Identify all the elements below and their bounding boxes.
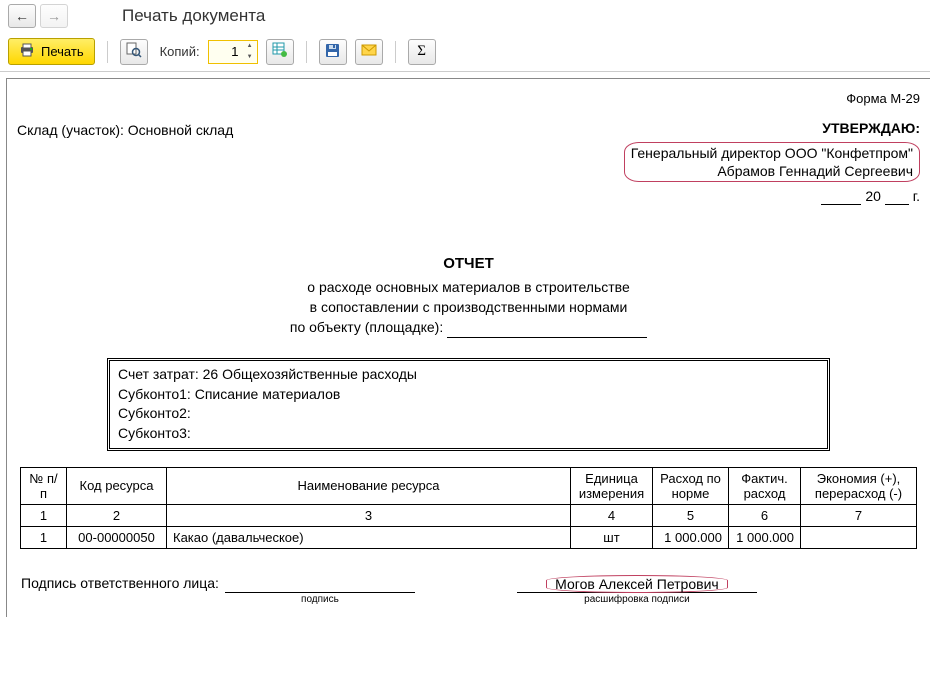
report-sub2: в сопоставлении с производственными норм… [17, 298, 920, 318]
sum-button[interactable]: Σ [408, 39, 436, 65]
cell-name: Какао (давальческое) [167, 526, 571, 548]
approve-block: УТВЕРЖДАЮ: Генеральный директор ООО "Кон… [624, 120, 920, 205]
divider [395, 41, 396, 63]
cost-box: Счет затрат: 26 Общехозяйственные расход… [107, 358, 830, 450]
report-sub1: о расходе основных материалов в строител… [17, 278, 920, 298]
form-number: Форма М-29 [17, 91, 920, 106]
table-colnum-row: 1 2 3 4 5 6 7 [21, 504, 917, 526]
copies-stepper[interactable]: ▲ ▼ [208, 40, 258, 64]
nav-bar: ← → Печать документа [0, 0, 930, 32]
col-fact: Фактич. расход [729, 467, 801, 504]
col-name: Наименование ресурса [167, 467, 571, 504]
cell-norm: 1 000.000 [653, 526, 729, 548]
preview-button[interactable] [120, 39, 148, 65]
col-code: Код ресурса [67, 467, 167, 504]
col-econ: Экономия (+), перерасход (-) [801, 467, 917, 504]
cost-account-value: 26 Общехозяйственные расходы [203, 366, 417, 382]
year-suffix: г. [913, 188, 920, 204]
sub3-label: Субконто3: [118, 425, 191, 441]
approve-person: Абрамов Геннадий Сергеевич [631, 162, 913, 180]
copies-up[interactable]: ▲ [243, 41, 257, 52]
document-area: Форма М-29 Склад (участок): Основной скл… [6, 78, 930, 617]
divider [306, 41, 307, 63]
printer-icon [19, 43, 35, 60]
sub2-label: Субконто2: [118, 405, 191, 421]
warehouse-label: Склад (участок): [17, 122, 124, 138]
sigma-icon: Σ [417, 43, 426, 60]
col-num: № п/п [21, 467, 67, 504]
save-button[interactable] [319, 39, 347, 65]
approve-title: УТВЕРЖДАЮ: [624, 120, 920, 136]
approve-date: 20 г. [624, 188, 920, 205]
copies-label: Копий: [160, 44, 200, 59]
arrow-left-icon: ← [15, 8, 29, 24]
magnifier-icon [126, 42, 142, 61]
cell-num: 1 [21, 526, 67, 548]
signature-row: Подпись ответственного лица: подпись Мог… [21, 575, 916, 605]
arrow-right-icon: → [47, 8, 61, 24]
toolbar: Печать Копий: ▲ ▼ Σ [0, 32, 930, 72]
back-button[interactable]: ← [8, 4, 36, 28]
print-button[interactable]: Печать [8, 38, 95, 65]
cell-econ [801, 526, 917, 548]
report-object-value [447, 318, 647, 339]
signature-person: Могов Алексей Петрович [555, 576, 719, 592]
signature-field: подпись [225, 575, 415, 605]
signature-decode-field: Могов Алексей Петрович расшифровка подпи… [517, 575, 757, 605]
signature-label: Подпись ответственного лица: [21, 575, 219, 591]
signature-person-highlight: Могов Алексей Петрович [546, 575, 728, 593]
signature-caption1: подпись [225, 594, 415, 605]
report-title: ОТЧЕТ [17, 255, 920, 272]
table-header-row: № п/п Код ресурса Наименование ресурса Е… [21, 467, 917, 504]
sub1-label: Субконто1: [118, 386, 191, 402]
warehouse-value: Основной склад [128, 122, 233, 138]
approve-person-highlight: Генеральный директор ООО "Конфетпром" Аб… [624, 142, 920, 182]
page-title: Печать документа [122, 6, 265, 26]
data-table: № п/п Код ресурса Наименование ресурса Е… [20, 467, 917, 549]
email-button[interactable] [355, 39, 383, 65]
print-label: Печать [41, 44, 84, 59]
cell-code: 00-00000050 [67, 526, 167, 548]
cost-account-label: Счет затрат: [118, 366, 199, 382]
sub1-value: Списание материалов [195, 386, 341, 402]
divider [107, 41, 108, 63]
cell-fact: 1 000.000 [729, 526, 801, 548]
col-norm: Расход по норме [653, 467, 729, 504]
forward-button[interactable]: → [40, 4, 68, 28]
report-header: ОТЧЕТ о расходе основных материалов в ст… [17, 255, 920, 338]
warehouse-line: Склад (участок): Основной склад [17, 122, 233, 138]
approve-position: Генеральный директор ООО "Конфетпром" [631, 144, 913, 162]
copies-down[interactable]: ▼ [243, 52, 257, 63]
table-row: 1 00-00000050 Какао (давальческое) шт 1 … [21, 526, 917, 548]
year-prefix: 20 [865, 188, 881, 204]
table-settings-icon [272, 42, 288, 61]
settings-button[interactable] [266, 39, 294, 65]
signature-caption2: расшифровка подписи [517, 594, 757, 605]
col-unit: Единица измерения [571, 467, 653, 504]
envelope-icon [361, 43, 377, 60]
floppy-icon [325, 43, 340, 61]
report-object-label: по объекту (площадке): [290, 319, 443, 335]
cell-unit: шт [571, 526, 653, 548]
